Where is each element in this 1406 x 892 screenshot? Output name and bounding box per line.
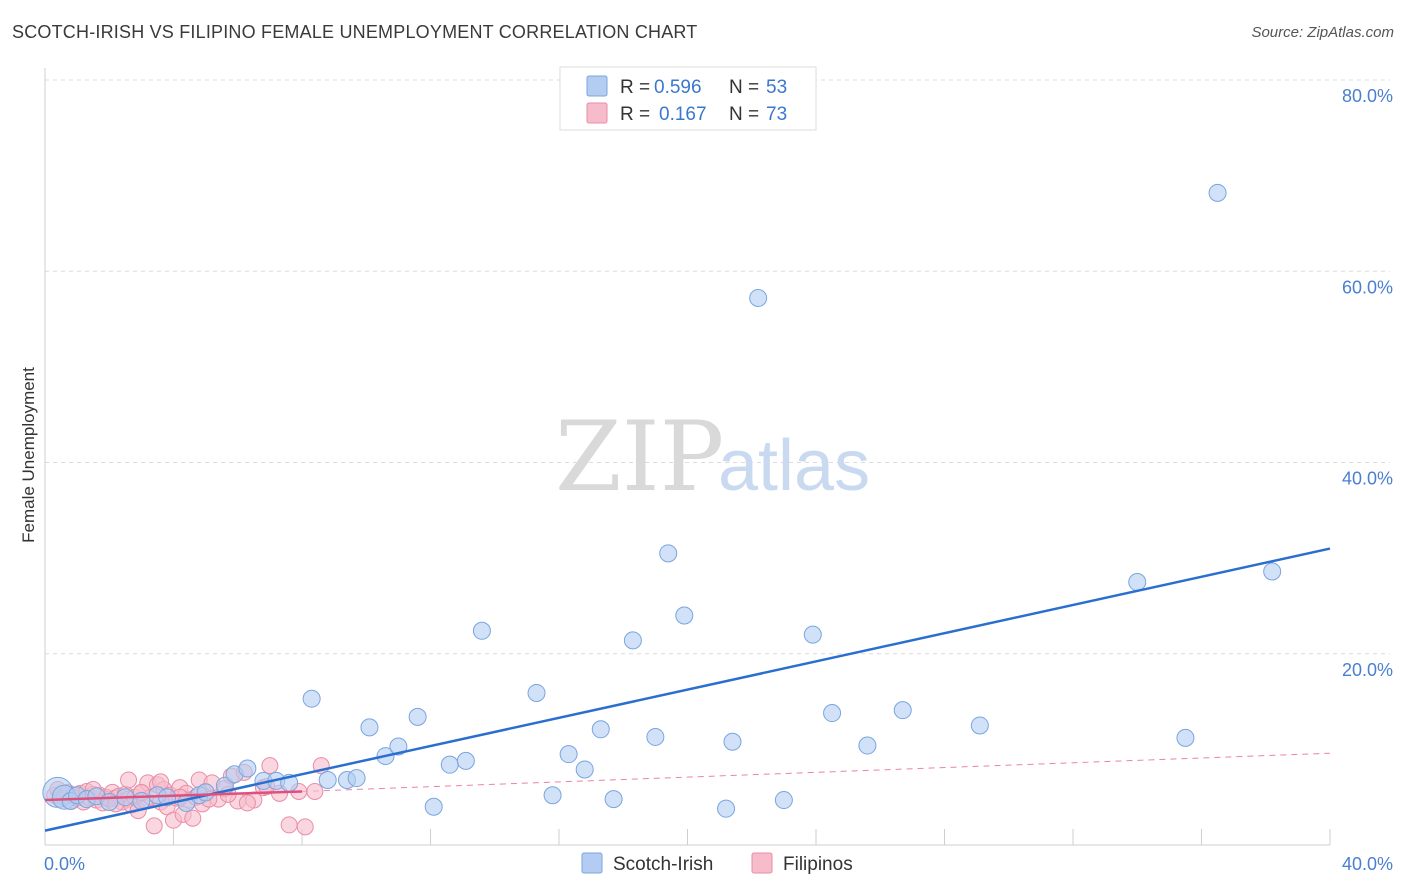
filipinos-point: [280, 816, 298, 834]
legend-r-value: 0.167: [659, 104, 707, 125]
legend-n-label: N =: [729, 104, 759, 125]
scotch-irish-point: [543, 786, 562, 805]
scotch-irish-point: [440, 755, 459, 774]
legend-swatch-scotch-irish: [586, 75, 608, 97]
y-tick-label: 20.0%: [1342, 660, 1393, 680]
filipinos-trend-line: [44, 790, 303, 802]
bottom-legend-scotch-irish: Scotch-Irish: [613, 854, 713, 875]
scotch-irish-point: [774, 791, 793, 810]
legend-n-value: 53: [766, 77, 787, 98]
scotch-irish-point: [646, 727, 665, 746]
bottom-legend-swatch-scotch-irish: [581, 852, 603, 874]
scotch-irish-point: [675, 606, 694, 625]
scotch-irish-point: [1263, 562, 1282, 581]
y-axis-label: Female Unemployment: [19, 367, 38, 543]
trend-lines: [44, 547, 1331, 832]
legend: R = 0.596 N = 53 R = 0.167 N = 73: [559, 66, 817, 131]
scotch-irish-points: [42, 183, 1282, 818]
filipinos-point: [145, 817, 163, 835]
scotch-irish-point: [1208, 183, 1227, 202]
scotch-irish-point: [723, 732, 742, 751]
tick-labels: 20.0% 40.0% 60.0% 80.0% 0.0% 40.0%: [44, 86, 1393, 874]
scotch-irish-point: [1128, 573, 1147, 592]
scotch-irish-trend-line: [44, 547, 1331, 832]
scotch-irish-point: [623, 631, 642, 650]
scotch-irish-point: [424, 797, 443, 816]
scotch-irish-point: [717, 799, 736, 818]
legend-r-value: 0.596: [654, 77, 702, 98]
scotch-irish-point: [196, 783, 215, 802]
scotch-irish-point: [302, 689, 321, 708]
scotch-irish-point: [559, 745, 578, 764]
scotch-irish-point: [100, 792, 119, 811]
scotch-irish-point: [858, 736, 877, 755]
scotch-irish-point: [591, 720, 610, 739]
scotch-irish-point: [347, 769, 366, 788]
filipinos-point: [238, 794, 256, 812]
watermark-zip: ZIP: [555, 401, 724, 513]
scotch-irish-point: [389, 737, 408, 756]
filipinos-point: [120, 771, 138, 789]
scotch-irish-point: [575, 760, 594, 779]
scotch-irish-point: [472, 621, 491, 640]
legend-n-value: 73: [766, 104, 787, 125]
x-tick-label: 40.0%: [1342, 854, 1393, 874]
y-tick-label: 60.0%: [1342, 277, 1393, 297]
scotch-irish-point: [456, 751, 475, 770]
watermark: ZIP atlas: [555, 401, 870, 513]
filipinos-point: [296, 818, 314, 836]
filipinos-point: [306, 782, 324, 800]
y-tick-label: 40.0%: [1342, 469, 1393, 489]
scotch-irish-point: [893, 701, 912, 720]
scotch-irish-point: [604, 790, 623, 809]
gridlines: [45, 79, 1390, 655]
scotch-irish-point: [1176, 728, 1195, 747]
scotch-irish-point: [803, 625, 822, 644]
bottom-legend-swatch-filipinos: [751, 852, 773, 874]
scotch-irish-point: [527, 683, 546, 702]
filipinos-point: [184, 809, 202, 827]
x-tick-label: 0.0%: [44, 854, 85, 874]
legend-n-label: N =: [729, 77, 759, 98]
legend-swatch-filipinos: [586, 102, 608, 124]
watermark-atlas: atlas: [718, 426, 870, 506]
scotch-irish-point: [970, 716, 989, 735]
scotch-irish-point: [360, 718, 379, 737]
bottom-legend-filipinos: Filipinos: [783, 854, 853, 875]
chart-title: SCOTCH-IRISH VS FILIPINO FEMALE UNEMPLOY…: [12, 22, 698, 42]
y-tick-label: 80.0%: [1342, 86, 1393, 106]
scotch-irish-point: [749, 289, 768, 308]
scotch-irish-point: [659, 544, 678, 563]
scotch-irish-point: [408, 707, 427, 726]
scotch-irish-point: [318, 770, 337, 789]
scotch-irish-point: [823, 704, 842, 723]
bottom-legend: Scotch-Irish Filipinos: [581, 852, 853, 875]
source-label: Source: ZipAtlas.com: [1251, 24, 1394, 41]
legend-r-label: R =: [620, 104, 650, 125]
scotch-irish-point: [238, 759, 257, 778]
legend-r-label: R =: [620, 77, 650, 98]
filipinos-point: [261, 757, 279, 775]
